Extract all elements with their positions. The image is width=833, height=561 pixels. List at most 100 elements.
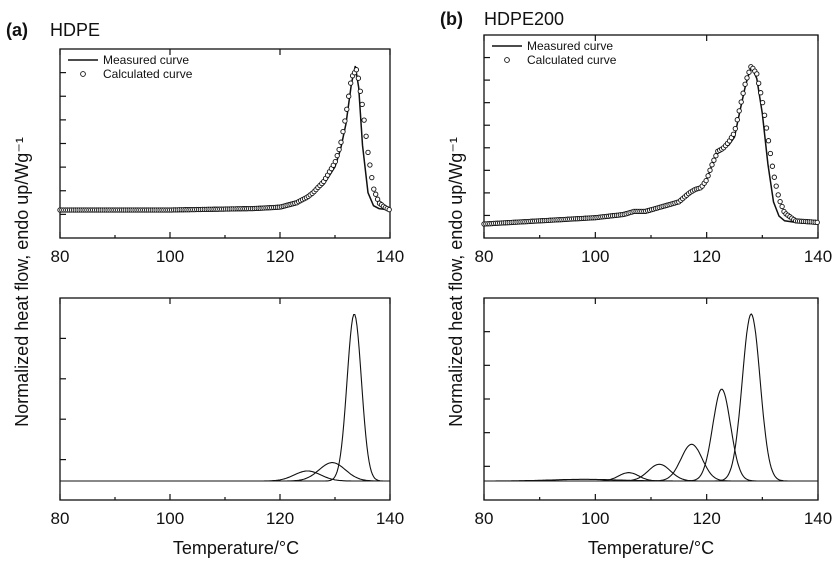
series-point-calculated [365, 149, 371, 156]
panel-a-top-plot: 80 100 120 140 Measured curve Calculated cu… [51, 48, 404, 266]
series-point-calculated [371, 186, 377, 192]
legend-label-calculated: Calculated curve [527, 53, 617, 67]
series-point-calculated [332, 158, 338, 165]
component-peak-curve [484, 388, 818, 482]
series-point-calculated [346, 93, 352, 99]
series-point-calculated [761, 112, 768, 118]
component-peak-curve [484, 472, 818, 482]
legend-label-measured: Measured curve [527, 39, 613, 53]
series-point-calculated [767, 150, 774, 157]
plot-frame [59, 297, 391, 501]
series-point-calculated [386, 206, 392, 213]
x-tick-label: 140 [376, 509, 404, 528]
series-point-calculated [707, 167, 713, 173]
panel-b-letter: (b) [440, 9, 463, 29]
series-point-calculated [763, 125, 770, 131]
series-point-calculated [759, 99, 766, 106]
series-point-calculated [775, 192, 781, 198]
plot-frame [483, 297, 819, 501]
series-point-calculated [367, 162, 373, 168]
panel-b-title: HDPE200 [484, 9, 564, 29]
legend-label-calculated: Calculated curve [103, 67, 193, 81]
y-axis-title-b: Normalized heat flow, endo up/Wg⁻¹ [446, 137, 466, 427]
series-point-calculated [353, 67, 360, 73]
x-tick-label: 80 [475, 247, 494, 266]
series-point-calculated [732, 125, 738, 132]
series-point-calculated [742, 81, 748, 87]
series-point-calculated [734, 117, 740, 123]
x-tick-label: 80 [51, 247, 70, 266]
x-tick-label: 140 [376, 247, 404, 266]
series-point-calculated [746, 69, 752, 75]
component-peak-curve [60, 313, 390, 482]
legend-marker-calculated [80, 71, 86, 77]
x-tick-label: 80 [475, 509, 494, 528]
series-point-calculated [754, 71, 760, 77]
component-peak-curve [60, 470, 390, 482]
series-point-calculated [773, 183, 779, 189]
series-line-measured [60, 65, 391, 211]
x-tick-label: 120 [266, 509, 294, 528]
panel-b-components-plot: 80 100 120 140 [475, 297, 832, 528]
series-point-calculated [711, 157, 717, 163]
series-point-calculated [765, 138, 772, 144]
series-point-calculated [344, 106, 350, 112]
tick-layer: 80 100 120 140 [475, 298, 832, 528]
tick-layer: 80 100 120 140 [51, 298, 404, 528]
series-point-calculated [777, 198, 783, 205]
panel-a-letter: (a) [6, 20, 28, 40]
series-point-calculated [363, 133, 369, 139]
series-point-calculated [348, 80, 354, 86]
series-point-calculated [771, 174, 777, 180]
series-point-calculated [730, 131, 737, 137]
series-point-calculated [744, 75, 750, 81]
series-layer [60, 313, 390, 482]
x-tick-label: 100 [156, 247, 184, 266]
x-tick-label: 100 [581, 509, 609, 528]
series-point-calculated [703, 177, 709, 184]
panel-a-title: HDPE [50, 20, 100, 40]
series-point-calculated [814, 219, 820, 226]
x-tick-label: 100 [581, 247, 609, 266]
series-point-calculated [338, 139, 344, 145]
series-point-calculated [336, 146, 342, 153]
legend: Measured curve Calculated curve [492, 39, 617, 67]
x-axis-title-a: Temperature/°C [173, 538, 299, 558]
series-line-measured [483, 63, 818, 225]
series-point-calculated [736, 108, 742, 114]
x-tick-label: 120 [692, 247, 720, 266]
panel-b-top-plot: 80 100 120 140 Measured curve Calculated cu… [475, 34, 832, 266]
series-point-calculated [713, 153, 719, 159]
x-tick-label: 120 [266, 247, 294, 266]
component-peak-curve [60, 462, 390, 482]
series-point-calculated [357, 88, 363, 94]
series-point-calculated [355, 75, 362, 81]
series-layer [484, 313, 818, 482]
component-peak-curve [484, 463, 818, 482]
series-point-calculated [738, 99, 744, 105]
legend-label-measured: Measured curve [103, 53, 189, 67]
tick-layer: 80 100 120 140 [51, 49, 404, 266]
legend-marker-calculated [504, 57, 510, 63]
series-point-calculated [373, 191, 379, 197]
legend: Measured curve Calculated curve [68, 53, 193, 81]
series-point-calculated [758, 90, 764, 96]
series-layer [481, 63, 820, 227]
component-peak-curve [484, 313, 818, 482]
series-point-calculated [340, 128, 346, 135]
panel-a-components-plot: 80 100 120 140 [51, 297, 404, 528]
series-point-calculated [361, 117, 367, 123]
series-point-calculated [359, 101, 365, 108]
x-tick-label: 120 [692, 509, 720, 528]
series-point-calculated [756, 80, 762, 86]
series-point-calculated [334, 152, 340, 159]
series-point-calculated [709, 162, 715, 168]
x-tick-label: 100 [156, 509, 184, 528]
series-point-calculated [705, 173, 711, 179]
x-tick-label: 80 [51, 509, 70, 528]
series-point-calculated [740, 90, 746, 96]
tick-layer: 80 100 120 140 [475, 35, 832, 266]
x-tick-label: 140 [804, 247, 832, 266]
series-point-calculated [342, 118, 348, 124]
